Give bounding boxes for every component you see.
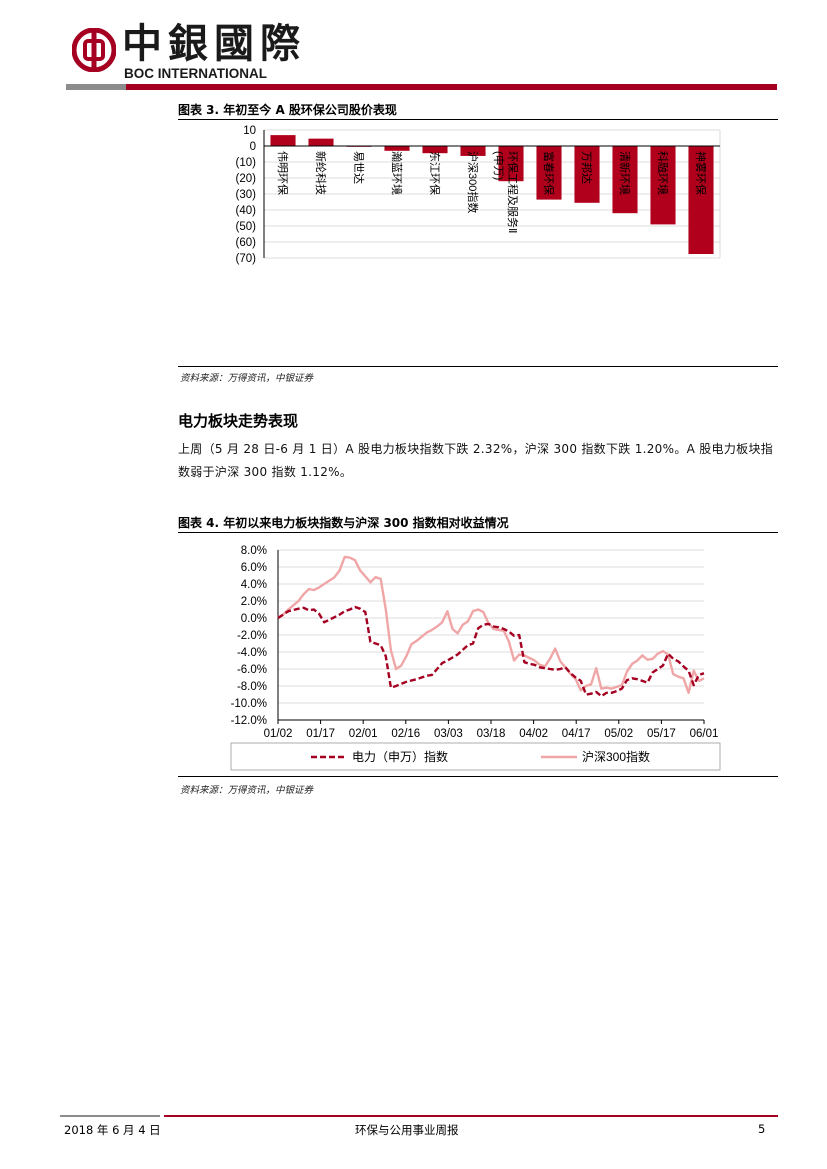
fig4-y-tick-label: 2.0%	[241, 596, 267, 608]
fig4-y-tick-label: -4.0%	[237, 647, 267, 659]
fig4-y-tick-label: 8.0%	[241, 545, 267, 557]
boc-logo-icon	[72, 28, 116, 72]
header-rule-red	[126, 84, 777, 90]
fig4-x-tick-label: 01/17	[306, 728, 335, 740]
fig4-x-tick-label: 04/02	[519, 728, 548, 740]
figure3-title: 图表 3. 年初至今 A 股环保公司股价表现	[178, 103, 397, 117]
fig4-y-tick-label: -6.0%	[237, 664, 267, 676]
fig3-y-tick-label: (70)	[236, 253, 257, 265]
header-rule-gray	[66, 84, 126, 90]
fig3-bar	[460, 146, 486, 156]
fig3-y-tick-label: (40)	[236, 205, 257, 217]
fig4-x-tick-label: 05/02	[604, 728, 633, 740]
figure3-bottom-rule	[178, 366, 778, 367]
fig4-y-tick-label: 0.0%	[241, 613, 267, 625]
footer-page-number: 5	[758, 1122, 766, 1136]
fig4-series-hs300-line	[277, 555, 705, 694]
fig4-x-tick-label: 02/01	[349, 728, 378, 740]
figure3-source: 资料来源：万得资讯，中银证券	[180, 373, 314, 384]
fig4-series-power-index-line	[277, 605, 705, 698]
fig3-y-tick-label: (50)	[236, 221, 257, 233]
fig4-legend-label: 沪深300指数	[582, 749, 650, 764]
fig3-x-tick-label: 富春环保	[542, 151, 556, 195]
section-heading: 电力板块走势表现	[178, 412, 299, 430]
fig3-x-tick-label: 伟明环保	[276, 151, 290, 195]
fig3-bar	[612, 146, 638, 214]
fig3-bar	[270, 135, 296, 146]
fig3-x-tick-label: 沪深300指数	[466, 151, 480, 213]
fig4-y-tick-label: -8.0%	[237, 681, 267, 693]
fig4-legend-label: 电力（申万）指数	[352, 749, 448, 764]
fig4-y-tick-label: -12.0%	[231, 715, 267, 727]
fig3-x-tick-label: 东江环保	[428, 151, 442, 195]
figure4-top-rule	[178, 532, 778, 533]
fig4-x-tick-label: 03/03	[434, 728, 463, 740]
fig3-y-tick-label: (10)	[236, 157, 257, 169]
fig3-x-tick-label: 清新环境	[618, 151, 632, 195]
fig4-y-tick-label: 6.0%	[241, 562, 267, 574]
figure4-line-chart: 8.0% 6.0% 4.0% 2.0% 0.0% -2.0% -4.0% -6.0% -8.0%…	[231, 545, 721, 771]
fig4-x-tick-label: 06/01	[690, 728, 719, 740]
fig3-x-tick-label: 神雾环保	[694, 151, 708, 195]
fig4-x-tick-label: 01/02	[264, 728, 293, 740]
footer-rule-gray	[60, 1115, 160, 1117]
fig4-x-tick-label: 02/16	[391, 728, 420, 740]
fig3-x-tick-label: 环保工程及服务Ⅱ(申万)	[492, 151, 520, 233]
fig3-x-tick-label: 万邦达	[580, 151, 593, 184]
figure3-bar-chart: 10 0 (10) (20) (30) (40) (50) (60) (70) 伟明环保 新纶科技 易…	[236, 125, 721, 265]
figure4-bottom-rule	[178, 776, 778, 777]
logo-chinese-name: 中銀國際	[122, 20, 306, 67]
fig3-x-tick-label: 新纶科技	[314, 151, 328, 195]
figure3-top-rule	[178, 119, 778, 120]
fig3-y-tick-label: 0	[250, 141, 256, 153]
fig3-x-tick-label: 易世达	[352, 151, 365, 184]
fig4-x-tick-label: 04/17	[562, 728, 591, 740]
fig4-x-tick-label: 05/17	[647, 728, 676, 740]
fig3-bar	[650, 146, 676, 225]
fig4-y-tick-label: 4.0%	[241, 579, 267, 591]
fig3-y-tick-label: (20)	[236, 173, 257, 185]
section-paragraph: 上周（5 月 28 日-6 月 1 日）A 股电力板块指数下跌 2.32%，沪深…	[178, 442, 774, 479]
fig3-bar	[688, 146, 714, 254]
fig3-y-tick-label: (30)	[236, 189, 257, 201]
footer-date: 2018 年 6 月 4 日	[64, 1123, 161, 1137]
fig3-y-tick-label: (60)	[236, 237, 257, 249]
fig3-bar	[422, 146, 448, 154]
logo-english-name: BOC INTERNATIONAL	[124, 66, 267, 81]
fig3-bar	[308, 138, 334, 146]
figure4-source: 资料来源：万得资讯，中银证券	[180, 785, 314, 796]
fig3-x-tick-label: 科融环境	[656, 151, 670, 195]
fig3-bar	[574, 146, 600, 203]
fig3-bar	[536, 146, 562, 200]
footer-report-title: 环保与公用事业周报	[355, 1123, 459, 1137]
fig3-y-tick-label: 10	[243, 125, 256, 137]
fig4-x-tick-label: 03/18	[477, 728, 506, 740]
fig3-bar	[498, 146, 524, 182]
fig3-bar	[384, 146, 410, 151]
footer-rule-red	[164, 1115, 778, 1117]
fig3-x-tick-label: 瀚蓝环境	[390, 151, 404, 195]
fig4-y-tick-label: -10.0%	[231, 698, 267, 710]
fig4-y-tick-label: -2.0%	[237, 630, 267, 642]
figure4-title: 图表 4. 年初以来电力板块指数与沪深 300 指数相对收益情况	[178, 516, 509, 530]
